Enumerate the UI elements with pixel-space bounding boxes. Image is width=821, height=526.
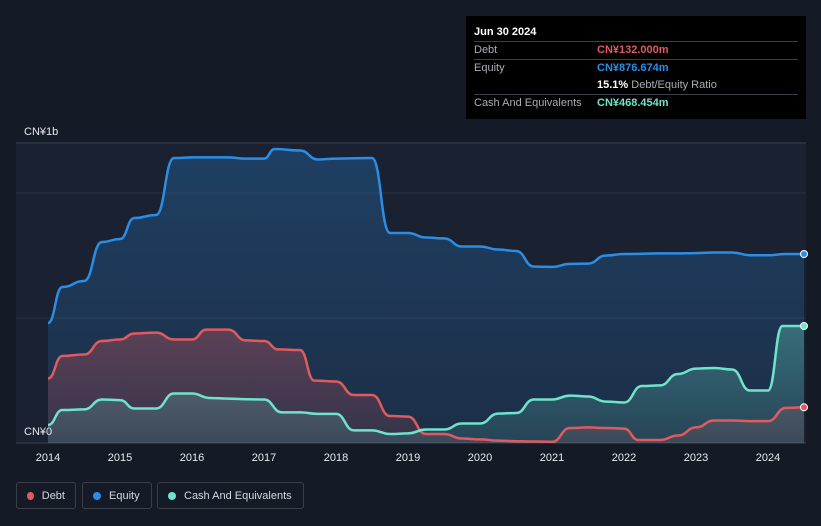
legend-label: Debt	[41, 489, 65, 502]
x-tick-label: 2020	[468, 452, 492, 464]
debt-end-marker	[800, 403, 808, 412]
tooltip-label	[474, 77, 597, 94]
legend-item-debt[interactable]: Debt	[16, 482, 76, 509]
x-tick-label: 2017	[252, 452, 276, 464]
equity-legend-dot	[93, 491, 101, 500]
x-tick-label: 2023	[684, 452, 708, 464]
x-tick-label: 2024	[756, 452, 780, 464]
cash-end-marker	[800, 322, 808, 330]
equity-end-marker	[800, 250, 808, 258]
x-tick-label: 2022	[612, 452, 636, 464]
x-tick-label: 2021	[540, 452, 564, 464]
legend-label: Cash And Equivalents	[184, 489, 292, 502]
tooltip-ratio-value: 15.1%	[597, 79, 629, 91]
y-axis-bottom-label: CN¥0	[24, 426, 52, 438]
cash-line	[47, 324, 804, 436]
tooltip-cash-value: CN¥468.454m	[597, 97, 669, 109]
tooltip-label: Debt	[474, 44, 498, 56]
tooltip-date: Jun 30 2024	[474, 26, 537, 38]
legend-label: Equity	[109, 489, 140, 502]
x-tick-label: 2019	[396, 452, 420, 464]
tooltip-debt-value: CN¥132.000m	[597, 44, 669, 56]
equity-line	[47, 147, 804, 325]
data-tooltip: Jun 30 2024 Debt CN¥132.000m Equity CN¥8…	[466, 16, 806, 119]
tooltip-ratio-label: Debt/Equity Ratio	[631, 79, 717, 91]
tooltip-label: Cash And Equivalents	[474, 97, 582, 109]
tooltip-row-debt: Debt CN¥132.000m	[474, 41, 798, 59]
cash-legend-dot	[168, 491, 176, 500]
tooltip-row-ratio: 15.1% Debt/Equity Ratio	[474, 77, 798, 94]
legend-item-equity[interactable]: Equity	[82, 482, 152, 509]
tooltip-label: Equity	[474, 62, 505, 74]
x-tick-label: 2016	[180, 452, 204, 464]
tooltip-row-cash: Cash And Equivalents CN¥468.454m	[474, 94, 798, 112]
legend-item-cash[interactable]: Cash And Equivalents	[157, 482, 304, 509]
x-tick-label: 2015	[108, 452, 132, 464]
cash-area	[48, 326, 804, 443]
x-tick-label: 2014	[36, 452, 60, 464]
tooltip-equity-value: CN¥876.674m	[597, 62, 669, 74]
tooltip-row-equity: Equity CN¥876.674m	[474, 59, 798, 77]
debt-line	[47, 328, 805, 444]
x-tick-label: 2018	[324, 452, 348, 464]
y-axis-top-label: CN¥1b	[24, 126, 58, 138]
debt-legend-dot	[27, 491, 34, 500]
